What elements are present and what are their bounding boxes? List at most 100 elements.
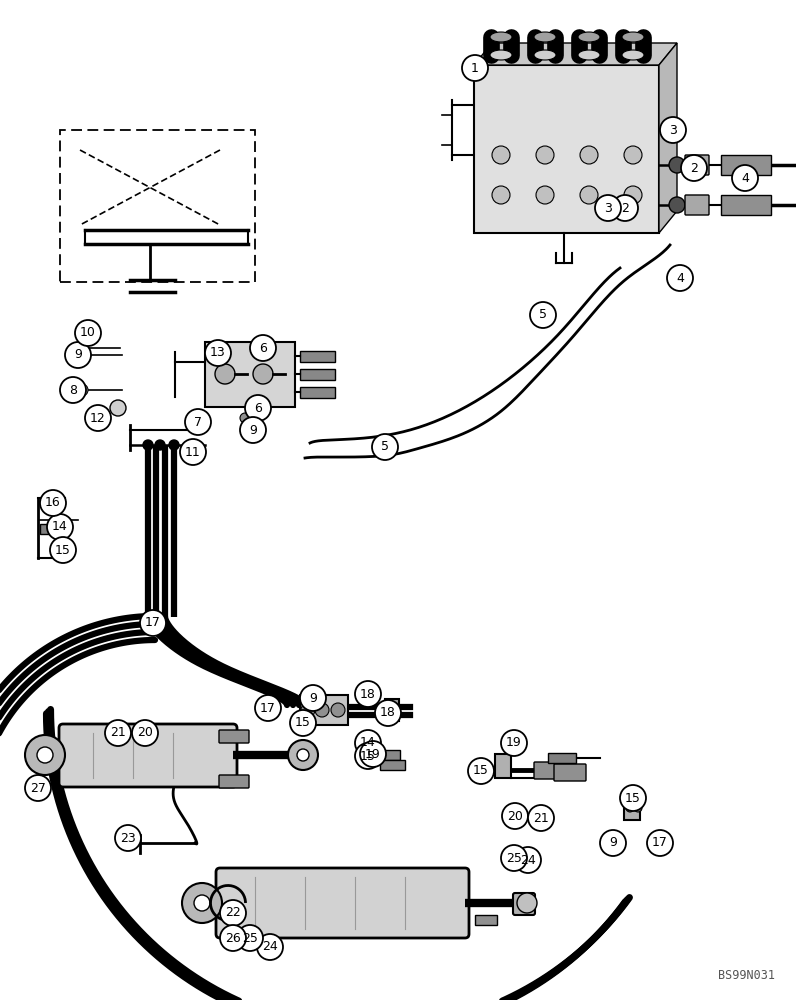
Circle shape bbox=[462, 55, 488, 81]
Circle shape bbox=[647, 830, 673, 856]
Text: 4: 4 bbox=[676, 271, 684, 284]
Text: 15: 15 bbox=[295, 716, 311, 730]
Circle shape bbox=[220, 900, 246, 926]
Circle shape bbox=[667, 265, 693, 291]
Text: 22: 22 bbox=[225, 906, 241, 920]
Text: 26: 26 bbox=[225, 932, 241, 944]
Text: 9: 9 bbox=[74, 349, 82, 361]
Text: 9: 9 bbox=[309, 692, 317, 704]
Circle shape bbox=[492, 146, 510, 164]
Ellipse shape bbox=[578, 32, 600, 42]
Text: 19: 19 bbox=[365, 748, 380, 760]
Circle shape bbox=[492, 186, 510, 204]
Text: 15: 15 bbox=[473, 764, 489, 778]
Text: 1: 1 bbox=[471, 62, 479, 75]
FancyBboxPatch shape bbox=[216, 868, 469, 938]
Text: 20: 20 bbox=[507, 810, 523, 822]
Bar bbox=[474, 65, 659, 233]
Text: 4: 4 bbox=[741, 172, 749, 184]
Circle shape bbox=[515, 847, 541, 873]
Circle shape bbox=[360, 741, 386, 767]
Circle shape bbox=[240, 413, 250, 423]
Text: 10: 10 bbox=[80, 326, 96, 340]
Circle shape bbox=[50, 537, 76, 563]
Circle shape bbox=[105, 720, 131, 746]
Text: 24: 24 bbox=[262, 940, 278, 954]
Circle shape bbox=[182, 883, 222, 923]
Circle shape bbox=[25, 735, 65, 775]
Bar bbox=[300, 695, 348, 725]
Bar bbox=[205, 342, 295, 407]
Text: 17: 17 bbox=[145, 616, 161, 630]
Circle shape bbox=[25, 775, 51, 801]
Ellipse shape bbox=[534, 32, 556, 42]
Ellipse shape bbox=[534, 50, 556, 60]
FancyBboxPatch shape bbox=[59, 724, 237, 787]
Circle shape bbox=[301, 703, 315, 717]
Text: 6: 6 bbox=[254, 401, 262, 414]
Text: 21: 21 bbox=[533, 812, 549, 824]
FancyBboxPatch shape bbox=[380, 760, 405, 770]
Circle shape bbox=[502, 803, 528, 829]
Circle shape bbox=[536, 146, 554, 164]
Text: 23: 23 bbox=[120, 832, 136, 844]
Text: 15: 15 bbox=[625, 792, 641, 804]
Circle shape bbox=[85, 405, 111, 431]
Circle shape bbox=[47, 514, 73, 540]
Circle shape bbox=[253, 403, 263, 413]
FancyBboxPatch shape bbox=[375, 750, 400, 760]
Circle shape bbox=[681, 155, 707, 181]
Text: 19: 19 bbox=[506, 736, 522, 750]
Circle shape bbox=[660, 117, 686, 143]
Circle shape bbox=[669, 197, 685, 213]
Polygon shape bbox=[474, 43, 677, 65]
Circle shape bbox=[732, 165, 758, 191]
Text: 18: 18 bbox=[360, 688, 376, 700]
Circle shape bbox=[355, 681, 381, 707]
Circle shape bbox=[375, 700, 401, 726]
Text: BS99N031: BS99N031 bbox=[718, 969, 775, 982]
Polygon shape bbox=[659, 43, 677, 233]
FancyBboxPatch shape bbox=[475, 915, 497, 925]
Ellipse shape bbox=[490, 32, 512, 42]
Circle shape bbox=[143, 440, 153, 450]
Text: 17: 17 bbox=[652, 836, 668, 850]
Text: 14: 14 bbox=[360, 736, 376, 750]
Circle shape bbox=[65, 342, 91, 368]
Circle shape bbox=[669, 157, 685, 173]
FancyBboxPatch shape bbox=[300, 369, 335, 380]
FancyBboxPatch shape bbox=[513, 893, 535, 915]
Circle shape bbox=[132, 720, 158, 746]
Circle shape bbox=[620, 785, 646, 811]
Circle shape bbox=[536, 186, 554, 204]
FancyBboxPatch shape bbox=[300, 351, 335, 362]
Circle shape bbox=[517, 893, 537, 913]
Circle shape bbox=[626, 804, 634, 812]
Circle shape bbox=[501, 730, 527, 756]
Circle shape bbox=[528, 805, 554, 831]
Circle shape bbox=[37, 747, 53, 763]
Text: 5: 5 bbox=[381, 440, 389, 454]
Bar bbox=[495, 754, 511, 778]
Circle shape bbox=[205, 340, 231, 366]
Circle shape bbox=[634, 804, 642, 812]
Circle shape bbox=[612, 195, 638, 221]
Circle shape bbox=[250, 335, 276, 361]
Circle shape bbox=[253, 364, 273, 384]
Circle shape bbox=[245, 395, 271, 421]
Text: 25: 25 bbox=[506, 852, 522, 864]
Circle shape bbox=[300, 685, 326, 711]
Circle shape bbox=[290, 710, 316, 736]
Text: 25: 25 bbox=[242, 932, 258, 944]
FancyBboxPatch shape bbox=[219, 775, 249, 788]
FancyBboxPatch shape bbox=[534, 762, 566, 779]
Ellipse shape bbox=[622, 50, 644, 60]
Text: 7: 7 bbox=[194, 416, 202, 428]
Ellipse shape bbox=[490, 50, 512, 60]
Circle shape bbox=[40, 490, 66, 516]
Text: 9: 9 bbox=[609, 836, 617, 850]
Circle shape bbox=[194, 895, 210, 911]
Text: 9: 9 bbox=[249, 424, 257, 436]
Text: 18: 18 bbox=[380, 706, 396, 720]
Text: 13: 13 bbox=[210, 347, 226, 360]
